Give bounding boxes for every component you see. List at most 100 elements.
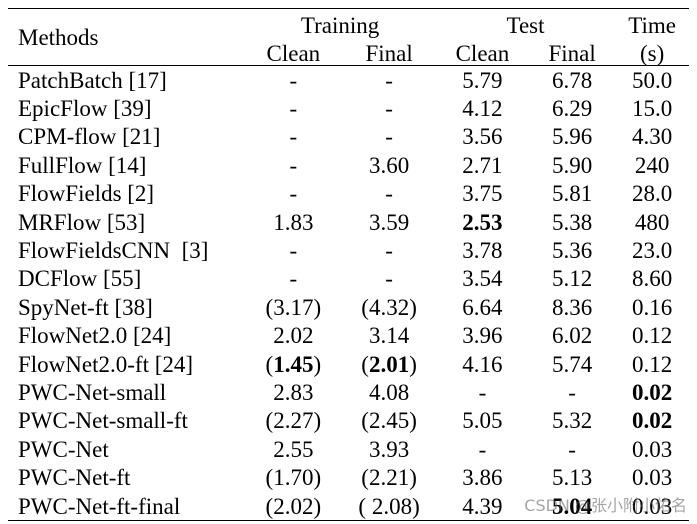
test-final-cell: 5.90 <box>551 152 593 178</box>
test-clean-cell: 3.96 <box>462 323 503 349</box>
test-final-cell: 5.32 <box>551 408 593 434</box>
test-clean-cell: 6.64 <box>462 294 503 320</box>
method-cell: PWC-Net-small-ft <box>18 408 188 434</box>
table-row: DCFlow [55] - - 3.54 5.12 8.60 <box>8 265 689 293</box>
test-final-cell-best: 5.04 <box>551 493 593 519</box>
train-final-cell: 3.60 <box>368 152 410 178</box>
test-clean-header: Clean <box>455 41 510 66</box>
test-clean-cell: 4.12 <box>462 96 503 122</box>
test-header: Test <box>506 13 545 38</box>
test-clean-cell: - <box>478 379 487 405</box>
method-cell: CPM-flow [21] <box>18 124 161 150</box>
method-cell: MRFlow [53] <box>18 209 146 235</box>
train-final-cell: ( 2.08) <box>358 493 420 519</box>
time-cell: 15.0 <box>631 96 673 122</box>
time-cell: 0.03 <box>631 493 673 519</box>
best-value: 1.45 <box>273 351 314 377</box>
train-final-cell: - <box>385 181 393 207</box>
method-cell: FlowFieldsCNN [3] <box>18 238 209 264</box>
train-clean-cell: - <box>289 96 298 122</box>
time-cell: 0.12 <box>631 351 673 377</box>
table-row: CPM-flow [21] - - 3.56 5.96 4.30 <box>8 123 689 151</box>
test-clean-cell: 3.56 <box>462 124 503 150</box>
train-clean-cell: (2.27) <box>265 408 322 434</box>
table-row: PWC-Net-small 2.83 4.08 - - 0.02 <box>8 378 689 406</box>
test-final-cell: - <box>568 436 576 462</box>
train-clean-cell: - <box>289 181 298 207</box>
training-final-header: Final <box>365 41 413 66</box>
test-final-cell: 5.96 <box>551 124 593 150</box>
train-final-cell: - <box>385 266 393 292</box>
table-row: PWC-Net-ft (1.70) (2.21) 3.86 5.13 0.03 <box>8 463 689 491</box>
train-final-cell: 3.59 <box>368 209 410 235</box>
train-clean-cell: 2.55 <box>273 436 314 462</box>
time-cell: 0.03 <box>631 436 673 462</box>
time-cell: 50.0 <box>631 67 673 93</box>
open-paren: ( <box>265 351 274 377</box>
test-clean-cell: - <box>478 436 487 462</box>
method-cell: FlowFields [2] <box>18 181 155 207</box>
method-cell: PWC-Net-ft-final <box>18 493 181 519</box>
test-clean-cell: 3.86 <box>462 465 503 491</box>
time-unit-header: (s) <box>639 41 665 66</box>
train-clean-cell: - <box>289 238 298 264</box>
table-row: MRFlow [53] 1.83 3.59 2.53 5.38 480 <box>8 208 689 236</box>
time-cell-best: 0.02 <box>631 379 673 405</box>
table-row: PatchBatch [17] - - 5.79 6.78 50.0 <box>8 66 689 95</box>
table-row: PWC-Net-ft-final (2.02) ( 2.08) 4.39 5.0… <box>8 492 689 521</box>
train-clean-cell: 1.83 <box>273 209 314 235</box>
test-clean-cell: 4.16 <box>462 351 503 377</box>
train-final-cell-best: (2.01) <box>342 350 436 378</box>
train-clean-cell: - <box>289 266 298 292</box>
train-final-cell: (4.32) <box>361 294 417 320</box>
train-final-cell: - <box>385 124 393 150</box>
test-clean-cell: 3.75 <box>462 181 503 207</box>
test-clean-cell: 5.79 <box>462 67 503 93</box>
test-final-cell: 6.78 <box>551 67 593 93</box>
train-clean-cell-best: (1.45) <box>244 350 342 378</box>
train-clean-cell: - <box>289 152 298 178</box>
time-cell: 240 <box>634 152 670 178</box>
methods-header: Methods <box>18 24 99 50</box>
time-cell-best: 0.02 <box>631 408 673 434</box>
best-value: 2.01 <box>368 351 410 377</box>
test-final-cell: 5.13 <box>551 465 593 491</box>
train-final-cell: - <box>385 238 393 264</box>
train-clean-cell: (1.70) <box>265 465 322 491</box>
train-final-cell: - <box>385 67 393 93</box>
time-cell: 480 <box>634 209 670 235</box>
test-final-cell: 6.02 <box>551 323 593 349</box>
train-clean-cell: (2.02) <box>265 493 322 519</box>
open-paren: ( <box>361 351 369 377</box>
train-final-cell: 3.93 <box>368 436 410 462</box>
train-final-cell: (2.45) <box>361 408 417 434</box>
results-table-container: Methods Training Test Time Clean Final C… <box>8 8 689 521</box>
time-cell: 23.0 <box>631 238 673 264</box>
test-clean-cell: 3.78 <box>462 238 503 264</box>
training-clean-header: Clean <box>266 41 321 66</box>
test-clean-cell: 4.39 <box>462 493 503 519</box>
method-cell: PWC-Net <box>18 436 109 462</box>
train-clean-cell: (3.17) <box>265 294 322 320</box>
close-paren: ) <box>313 351 322 377</box>
table-row: FlowNet2.0 [24] 2.02 3.14 3.96 6.02 0.12 <box>8 322 689 350</box>
table-row: PWC-Net 2.55 3.93 - - 0.03 <box>8 435 689 463</box>
method-cell: DCFlow [55] <box>18 266 142 292</box>
test-final-cell: 5.12 <box>551 266 593 292</box>
header-row-1: Methods Training Test Time <box>8 8 689 49</box>
method-cell: PWC-Net-ft <box>18 465 131 491</box>
time-header: Time <box>628 13 676 38</box>
train-clean-cell: 2.02 <box>273 323 314 349</box>
table-row: EpicFlow [39] - - 4.12 6.29 15.0 <box>8 94 689 122</box>
header-row-2: Clean Final Clean Final (s) <box>8 37 689 66</box>
table-row: FlowFieldsCNN [3] - - 3.78 5.36 23.0 <box>8 236 689 264</box>
test-final-cell: 5.74 <box>551 351 593 377</box>
train-final-cell: (2.21) <box>361 465 417 491</box>
time-cell: 8.60 <box>631 266 673 292</box>
table-row: FlowNet2.0-ft [24] (1.45) (2.01) 4.16 5.… <box>8 350 689 378</box>
close-paren: ) <box>409 351 417 377</box>
time-cell: 0.03 <box>631 465 673 491</box>
method-cell: SpyNet-ft [38] <box>18 294 153 320</box>
train-final-cell: 3.14 <box>368 323 410 349</box>
results-table: Methods Training Test Time Clean Final C… <box>8 8 689 521</box>
